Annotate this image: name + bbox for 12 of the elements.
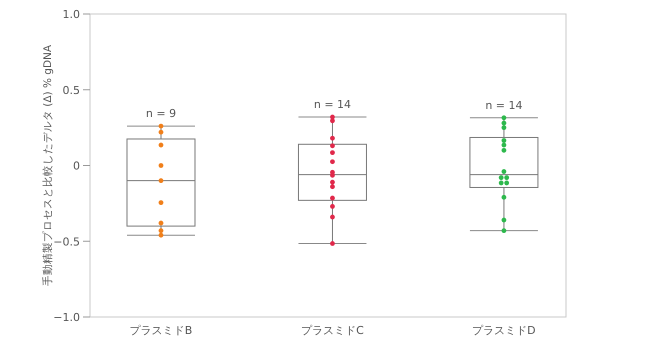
annotation: n = 14: [485, 98, 523, 112]
y-tick-label: −0.5: [53, 235, 80, 248]
x-tick-label: プラスミドC: [301, 324, 364, 337]
y-tick-label: 1.0: [62, 8, 80, 21]
y-tick-label: 0: [73, 160, 80, 172]
x-tick-label: プラスミドD: [472, 324, 536, 337]
y-tick-label: 0.5: [62, 84, 80, 97]
annotation: n = 9: [146, 107, 176, 120]
x-tick-label: プラスミドB: [130, 324, 192, 337]
annotation: n = 14: [314, 98, 352, 112]
y-axis-title: 手動精製プロセスと比較したデルタ (Δ) % gDNA: [41, 44, 54, 286]
y-tick-label: −1.0: [53, 311, 80, 324]
